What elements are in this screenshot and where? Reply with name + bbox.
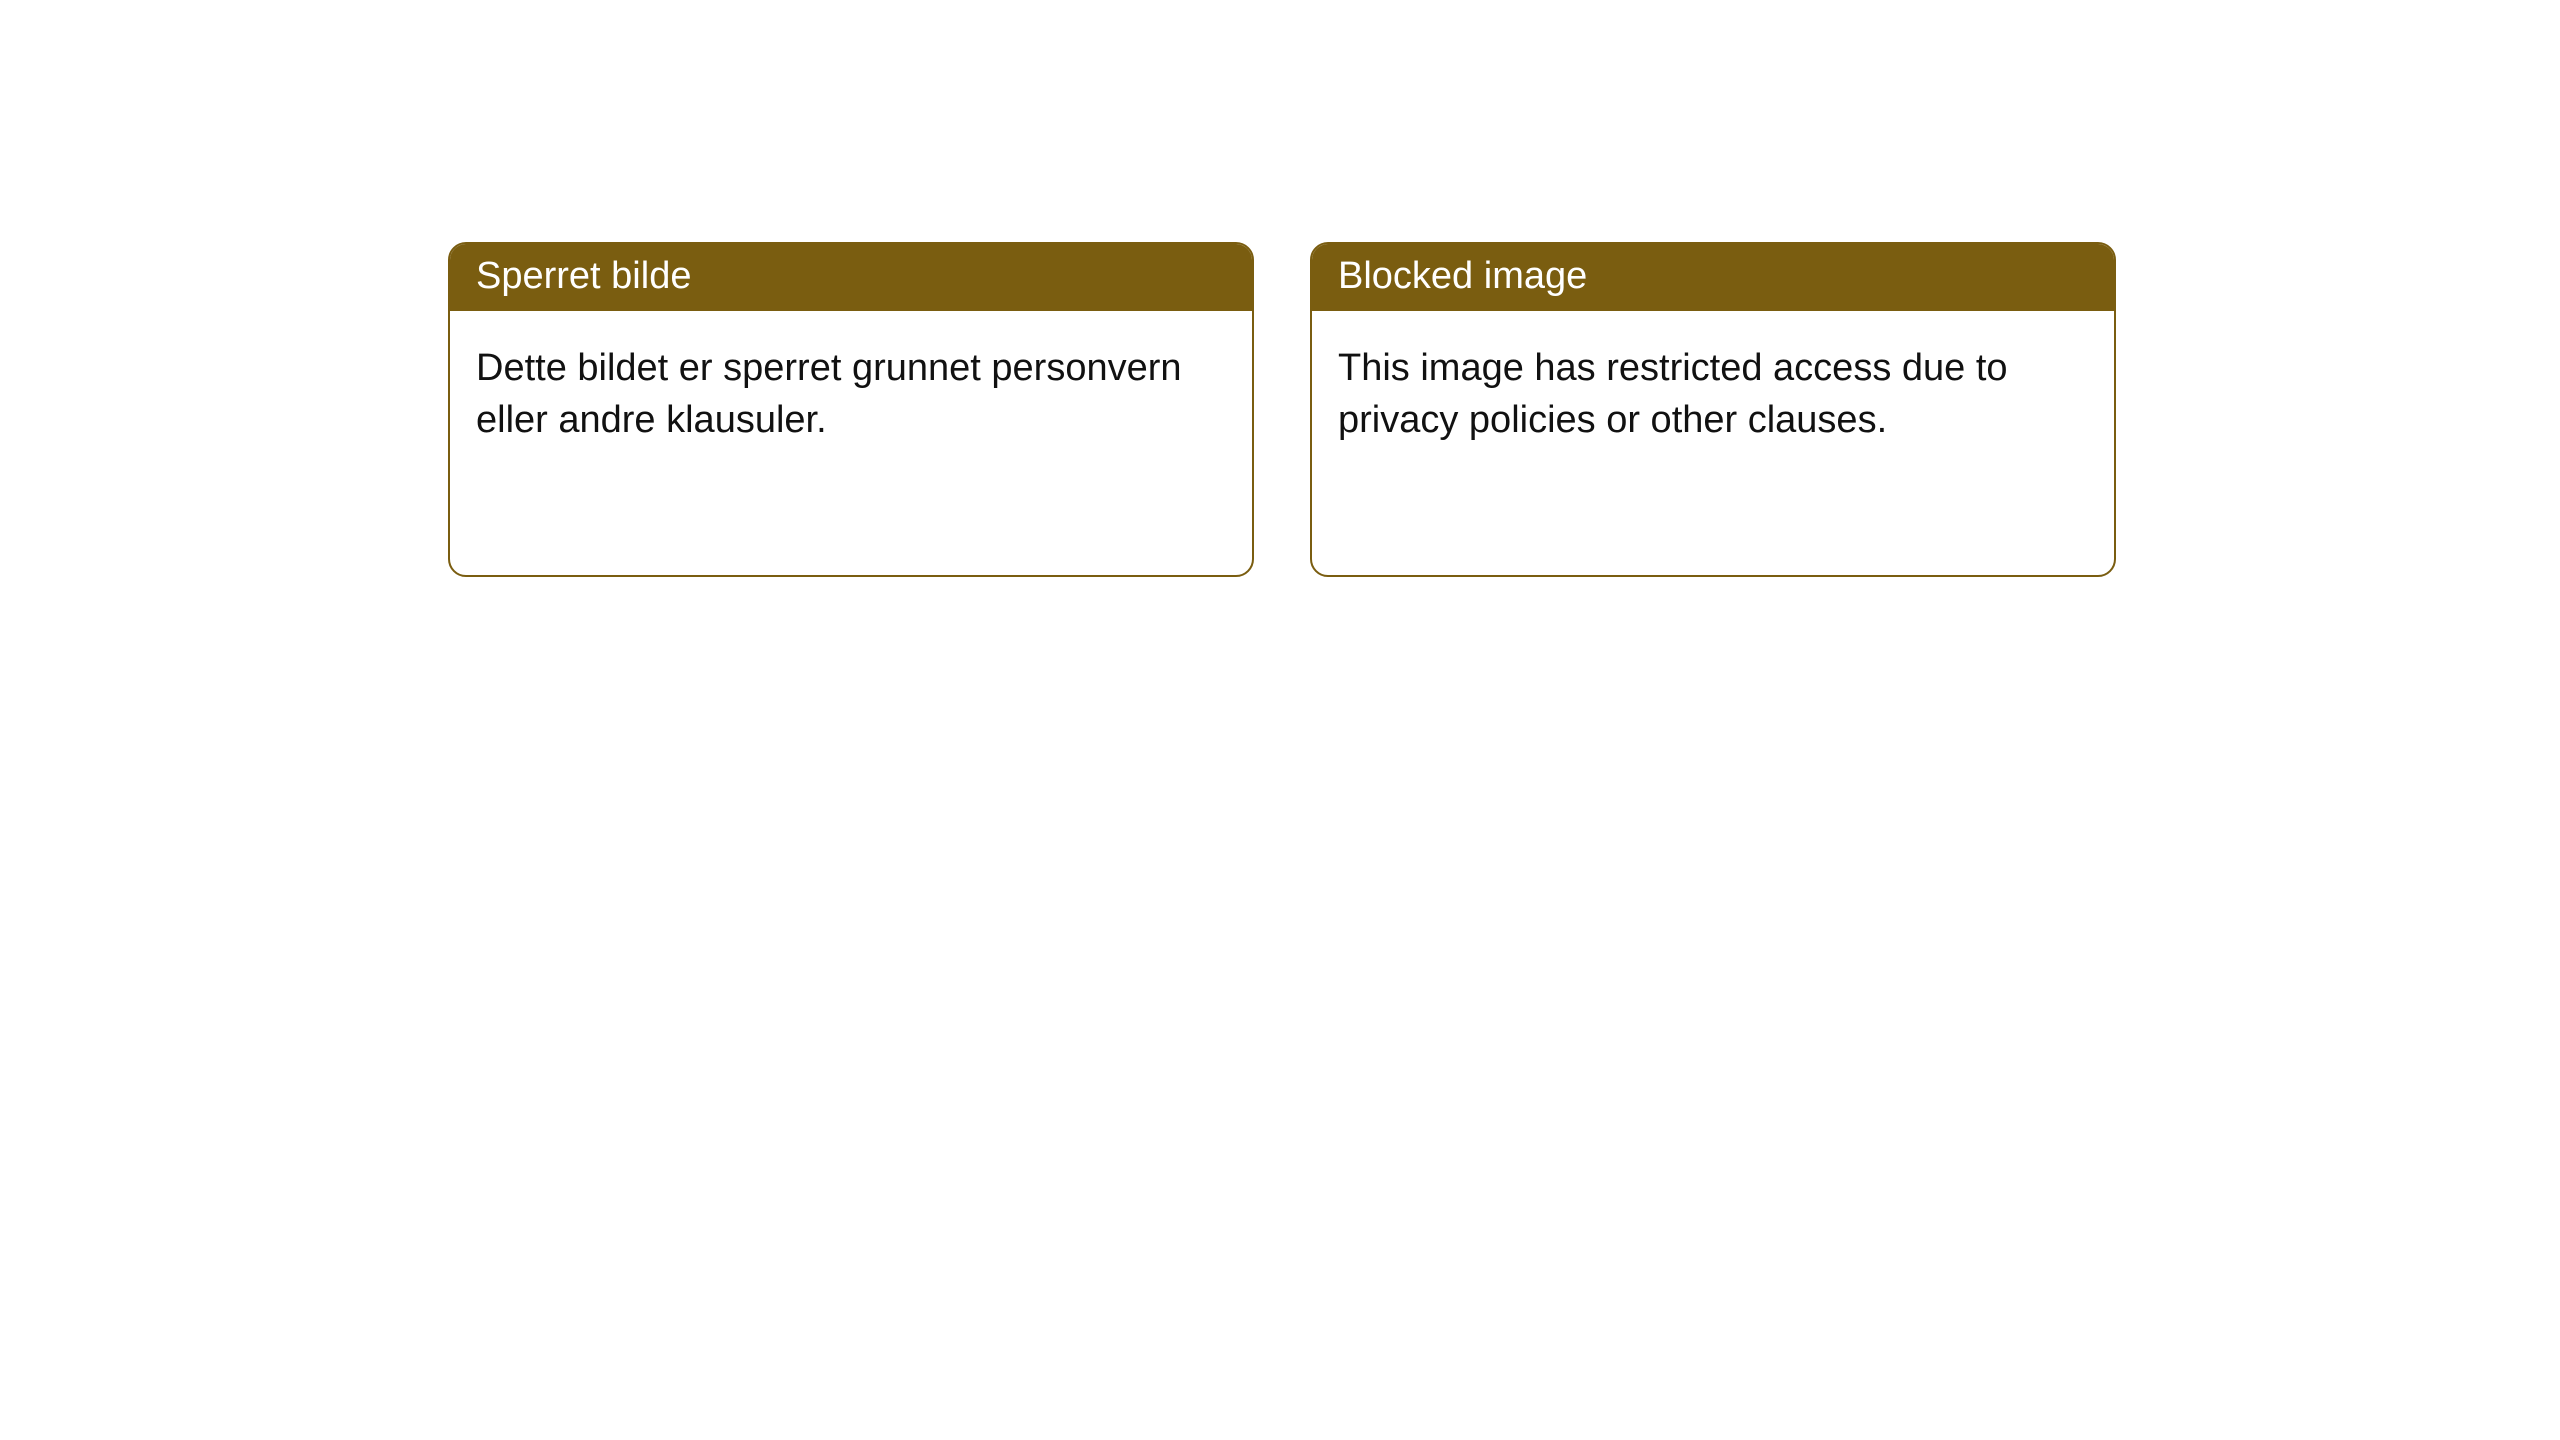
card-header: Sperret bilde [450,244,1252,311]
card-body: This image has restricted access due to … [1312,311,2114,472]
blocked-image-card-en: Blocked image This image has restricted … [1310,242,2116,577]
card-body-text: Dette bildet er sperret grunnet personve… [476,347,1182,440]
blocked-image-card-no: Sperret bilde Dette bildet er sperret gr… [448,242,1254,577]
card-body: Dette bildet er sperret grunnet personve… [450,311,1252,472]
card-title: Blocked image [1338,255,1587,297]
card-header: Blocked image [1312,244,2114,311]
cards-container: Sperret bilde Dette bildet er sperret gr… [0,0,2560,577]
card-body-text: This image has restricted access due to … [1338,347,2008,440]
card-title: Sperret bilde [476,255,691,297]
